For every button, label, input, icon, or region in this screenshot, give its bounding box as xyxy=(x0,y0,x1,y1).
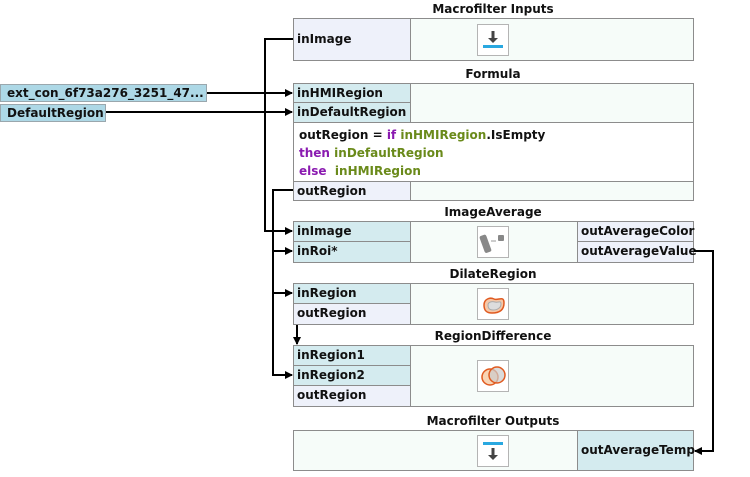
var-inDefaultRegion: inDefaultRegion xyxy=(334,146,444,160)
formula-line-1: outRegion = if inHMIRegion.IsEmpty xyxy=(299,126,688,144)
output-arrow-icon xyxy=(477,435,509,467)
port-inRegion2[interactable]: inRegion2 xyxy=(294,366,411,386)
macrofilter-outputs-title: Macrofilter Outputs xyxy=(426,414,560,428)
port-outAverageValue[interactable]: outAverageValue xyxy=(577,242,697,262)
port-outRegion[interactable]: outRegion xyxy=(294,386,411,406)
keyword-then: then xyxy=(299,146,330,160)
var-inHMIRegion-else: inHMIRegion xyxy=(334,164,421,178)
dilate-region-icon xyxy=(477,288,509,320)
port-inHMIRegion[interactable]: inHMIRegion xyxy=(294,84,411,103)
formula-line-2: then inDefaultRegion xyxy=(299,144,688,162)
port-outAverageTemp[interactable]: outAverageTemp xyxy=(577,431,695,470)
port-inImage[interactable]: inImage xyxy=(294,222,411,242)
formula-title: Formula xyxy=(465,67,521,81)
dilate-region-block[interactable]: inRegion outRegion xyxy=(293,283,694,325)
input-arrow-icon xyxy=(477,24,509,56)
external-input-default-region[interactable]: DefaultRegion xyxy=(0,104,106,122)
external-input-ext-con[interactable]: ext_con_6f73a276_3251_47... xyxy=(0,84,207,102)
wire-inImage-to-imageaverage xyxy=(264,38,293,235)
macrofilter-inputs-block[interactable]: inImage xyxy=(293,18,694,61)
image-average-block[interactable]: inImage inRoi* outAverageColor outAverag… xyxy=(293,221,697,263)
port-inImage[interactable]: inImage xyxy=(294,19,411,60)
wire-avgvalue-to-output xyxy=(694,250,714,455)
wire-outRegion-to-dilate xyxy=(272,251,293,297)
keyword-else: else xyxy=(299,164,327,178)
formula-line-3: else inHMIRegion xyxy=(299,162,688,180)
keyword-if: if xyxy=(386,128,397,142)
port-inRoi[interactable]: inRoi* xyxy=(294,242,411,262)
port-outRegion[interactable]: outRegion xyxy=(294,304,411,324)
image-average-title: ImageAverage xyxy=(444,205,542,219)
port-outAverageColor[interactable]: outAverageColor xyxy=(577,222,694,242)
port-outRegion[interactable]: outRegion xyxy=(294,182,411,200)
wire-outRegion-to-inRoi xyxy=(272,189,293,255)
formula-code[interactable]: outRegion = if inHMIRegion.IsEmpty then … xyxy=(294,122,693,182)
dilate-region-title: DilateRegion xyxy=(449,267,537,281)
formula-block[interactable]: inHMIRegion inDefaultRegion outRegion = … xyxy=(293,83,694,201)
macrofilter-outputs-block[interactable]: outAverageTemp xyxy=(293,430,695,471)
image-average-icon xyxy=(477,226,509,258)
region-difference-title: RegionDifference xyxy=(434,329,552,343)
region-difference-block[interactable]: inRegion1 inRegion2 outRegion xyxy=(293,345,694,407)
port-inRegion1[interactable]: inRegion1 xyxy=(294,346,411,366)
wire-outRegion-to-inRegion2 xyxy=(272,293,293,379)
formula-isempty: .IsEmpty xyxy=(486,128,546,142)
port-inRegion[interactable]: inRegion xyxy=(294,284,411,304)
region-difference-icon xyxy=(477,360,509,392)
macrofilter-inputs-title: Macrofilter Inputs xyxy=(432,2,554,16)
port-inDefaultRegion[interactable]: inDefaultRegion xyxy=(294,103,411,122)
formula-lhs: outRegion = xyxy=(299,128,387,142)
var-inHMIRegion: inHMIRegion xyxy=(400,128,487,142)
